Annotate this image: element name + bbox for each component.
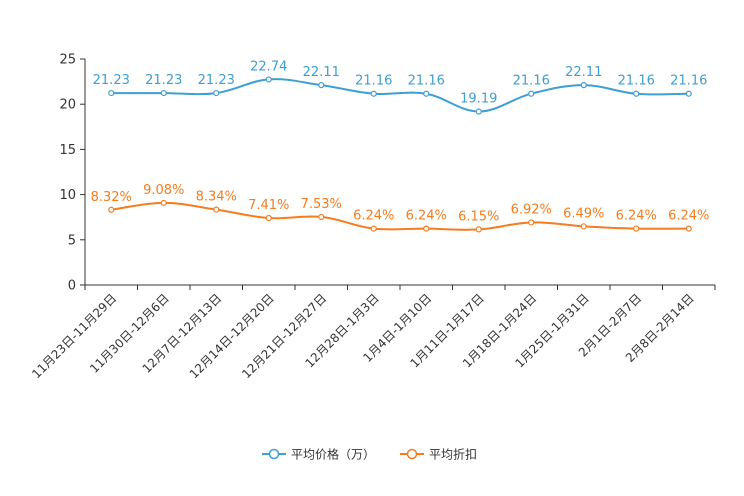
data-point xyxy=(108,206,115,213)
data-point xyxy=(633,90,640,97)
series-line xyxy=(111,201,689,231)
data-label: 6.24% xyxy=(616,209,657,224)
y-tick-label: 10 xyxy=(59,188,76,203)
data-label: 6.92% xyxy=(511,202,552,217)
data-label: 19.19 xyxy=(460,92,497,107)
data-point xyxy=(213,89,220,97)
data-point xyxy=(108,89,115,97)
data-point xyxy=(580,82,587,89)
legend-item-2[interactable]: 平均折扣 xyxy=(400,447,477,462)
y-tick-label: 20 xyxy=(59,98,76,113)
data-point xyxy=(633,225,640,232)
y-tick-label: 15 xyxy=(59,143,76,158)
data-label: 6.24% xyxy=(406,209,447,224)
data-label: 7.41% xyxy=(248,198,289,213)
data-point xyxy=(580,223,587,230)
data-point xyxy=(160,89,167,97)
legend-label: 平均折扣 xyxy=(429,447,477,462)
data-point xyxy=(685,90,692,97)
data-point xyxy=(528,90,535,97)
data-label: 21.23 xyxy=(145,73,182,88)
series-layer: 21.23 21.23 21.23 22.74 22.11 21.16 21.16 19.19… xyxy=(91,59,709,233)
series-1: 21.23 21.23 21.23 22.74 22.11 21.16 21.16 19.19… xyxy=(93,59,707,115)
data-label: 6.15% xyxy=(458,209,499,224)
data-point xyxy=(160,199,167,207)
data-label: 6.24% xyxy=(668,209,709,224)
data-label: 22.11 xyxy=(303,65,340,80)
data-label: 22.11 xyxy=(565,65,602,80)
data-label: 22.74 xyxy=(250,59,287,74)
data-point xyxy=(528,219,535,226)
legend-marker-icon xyxy=(268,448,280,460)
series-2: 8.32% 9.08% 8.34% 7.41% 7.53% 6.24% 6.24% 6.15%… xyxy=(91,183,709,233)
data-point xyxy=(370,90,377,97)
data-point xyxy=(423,90,430,97)
data-point xyxy=(685,225,692,232)
data-point xyxy=(318,213,325,221)
data-label: 21.16 xyxy=(513,74,550,89)
legend[interactable]: 平均价格（万） 平均折扣 xyxy=(262,447,477,462)
y-tick-label: 0 xyxy=(68,279,76,294)
data-point xyxy=(213,206,220,213)
x-tick-label: 11月23日-11月29日 xyxy=(29,291,119,381)
data-label: 8.34% xyxy=(196,190,237,205)
data-label: 6.49% xyxy=(563,206,604,221)
data-label: 7.53% xyxy=(301,197,342,212)
legend-item-1[interactable]: 平均价格（万） xyxy=(262,447,375,462)
data-label: 6.24% xyxy=(353,209,394,224)
data-point xyxy=(475,226,482,233)
series-line xyxy=(111,78,689,113)
legend-label: 平均价格（万） xyxy=(291,447,375,462)
data-point xyxy=(475,108,482,115)
data-point xyxy=(265,214,272,222)
data-point xyxy=(265,76,272,83)
data-point xyxy=(318,82,325,89)
data-label: 21.16 xyxy=(355,74,392,89)
data-point xyxy=(370,225,377,232)
y-tick-label: 25 xyxy=(59,53,76,68)
legend-marker-icon xyxy=(406,448,418,460)
data-label: 9.08% xyxy=(143,183,184,198)
data-label: 21.23 xyxy=(198,73,235,88)
data-label: 21.23 xyxy=(93,73,130,88)
data-label: 21.16 xyxy=(618,74,655,89)
data-label: 8.32% xyxy=(91,190,132,205)
data-label: 21.16 xyxy=(408,74,445,89)
data-point xyxy=(423,225,430,232)
y-tick-label: 5 xyxy=(68,233,76,248)
data-label: 21.16 xyxy=(670,74,707,89)
